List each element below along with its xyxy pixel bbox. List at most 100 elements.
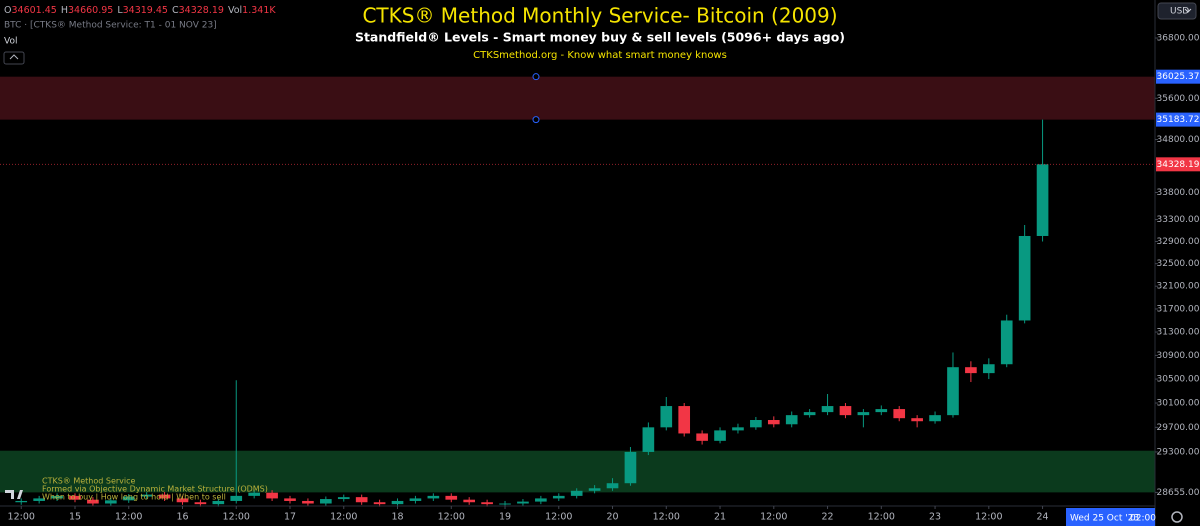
y-tick-label: 32900.00 (1157, 237, 1200, 247)
y-tick-label: 30100.00 (1157, 399, 1200, 409)
candle-body (857, 412, 870, 416)
candle-body (803, 412, 816, 416)
candle-body (696, 433, 708, 441)
x-tick-label: 12:00 (760, 512, 787, 523)
candle-body (660, 406, 673, 428)
candle-body (624, 451, 637, 484)
candle-body (140, 494, 153, 497)
candle-body (1000, 320, 1013, 365)
zone (0, 76, 1155, 120)
candle-body (947, 367, 959, 416)
candle-body (158, 494, 171, 499)
x-tick-label: 12:00 (8, 512, 35, 523)
y-tick-label: 33300.00 (1157, 215, 1200, 225)
logo (5, 490, 23, 499)
candle-body (750, 420, 762, 428)
legend-key: H (61, 5, 68, 16)
y-tick-label: 29700.00 (1157, 423, 1200, 433)
zone-price-box (1156, 69, 1200, 84)
candle-body (212, 500, 225, 505)
y-tick-label: 32500.00 (1157, 259, 1200, 269)
crosshair-date: Wed 25 Oct '23 (1070, 514, 1139, 524)
candle-body (570, 490, 583, 496)
candle-body (15, 500, 28, 503)
y-tick-label: 33800.00 (1157, 188, 1200, 198)
candle-body (499, 503, 511, 505)
candle-body (194, 502, 207, 505)
footer-line: When to buy | How long to hold | When to… (42, 493, 226, 502)
x-tick-label: 24 (1037, 512, 1049, 523)
candle-body (606, 483, 619, 489)
x-tick-label: 12:00 (438, 512, 465, 523)
candle-body (176, 498, 189, 503)
candle-body (284, 498, 296, 501)
x-tick-label: 16 (176, 512, 188, 523)
zones (0, 76, 1155, 493)
study-legend: BTC · [CTKS® Method Service: T1 - 01 NOV… (4, 21, 217, 31)
chart-annotation: CTKSmethod.org - Know what smart money k… (473, 50, 727, 61)
candle-body (337, 497, 350, 500)
x-tick-label: 22 (822, 512, 834, 523)
candle-body (785, 415, 798, 425)
chart-subtitle: Standfield® Levels - Smart money buy & s… (355, 30, 845, 45)
x-tick-label: 23 (929, 512, 941, 523)
x-tick-label: 17 (284, 512, 296, 523)
currency-caret (1184, 8, 1192, 13)
candle-body (929, 415, 941, 422)
collapse-button[interactable] (3, 51, 25, 65)
candle-body (266, 492, 278, 499)
settings-button[interactable] (1171, 511, 1183, 523)
zone-handle (532, 116, 540, 124)
candle-body (33, 498, 45, 501)
candle-body (965, 367, 977, 374)
candle-body (552, 495, 565, 499)
candle-body (230, 495, 243, 501)
candle-body (1036, 164, 1049, 236)
zone-handle (532, 73, 540, 81)
legend-value: 34328.19 (179, 5, 224, 16)
currency-button[interactable] (1157, 2, 1197, 20)
x-tick-label: 18 (391, 512, 403, 523)
y-tick-label: 31300.00 (1157, 328, 1200, 338)
y-tick-label: 30900.00 (1157, 351, 1200, 361)
crosshair-time-box (1066, 508, 1155, 526)
candle-body (642, 427, 655, 452)
y-tick-label: 32100.00 (1157, 282, 1200, 292)
candle-body (714, 430, 726, 441)
zone-price-label: 35183.72 (1157, 115, 1200, 125)
zone-price-label: 36025.37 (1157, 72, 1200, 82)
candle-body (678, 406, 691, 434)
last-price-label: 34328.19 (1157, 160, 1200, 170)
legend-value: 34660.95 (68, 5, 113, 16)
x-tick-label: 12:00 (223, 512, 250, 523)
candle-body (373, 502, 386, 505)
candle-body (105, 500, 117, 504)
footer-line: Formed via Objective Dynamic Market Stru… (42, 485, 268, 494)
chart-title: CTKS® Method Monthly Service- Bitcoin (2… (362, 4, 837, 28)
legend-value: 34319.45 (123, 5, 168, 16)
y-tick-label: 28655.00 (1157, 488, 1200, 498)
x-tick-label: 12:00 (975, 512, 1002, 523)
y-tick-label: 35600.00 (1157, 94, 1200, 104)
x-tick-label: 15 (69, 512, 81, 523)
candle-body (409, 498, 422, 501)
candle-body (391, 500, 404, 505)
legend-key: C (172, 5, 179, 16)
candle-body (355, 497, 368, 503)
x-tick-label: 12:00 (545, 512, 572, 523)
candle-body (875, 409, 888, 413)
collapse-icon (9, 54, 19, 60)
y-tick-label: 34800.00 (1157, 135, 1200, 145)
plot (0, 119, 1155, 507)
y-tick-label: 36800.00 (1157, 34, 1200, 44)
volume-legend: Vol (4, 37, 17, 47)
x-tick-label: 12:00 (868, 512, 895, 523)
candle-body (839, 406, 852, 416)
candle-body (732, 427, 744, 431)
candle-body (87, 499, 99, 504)
candle-body (248, 492, 260, 496)
candle-body (320, 499, 332, 504)
candle-body (445, 495, 458, 500)
candle-body (481, 502, 493, 505)
